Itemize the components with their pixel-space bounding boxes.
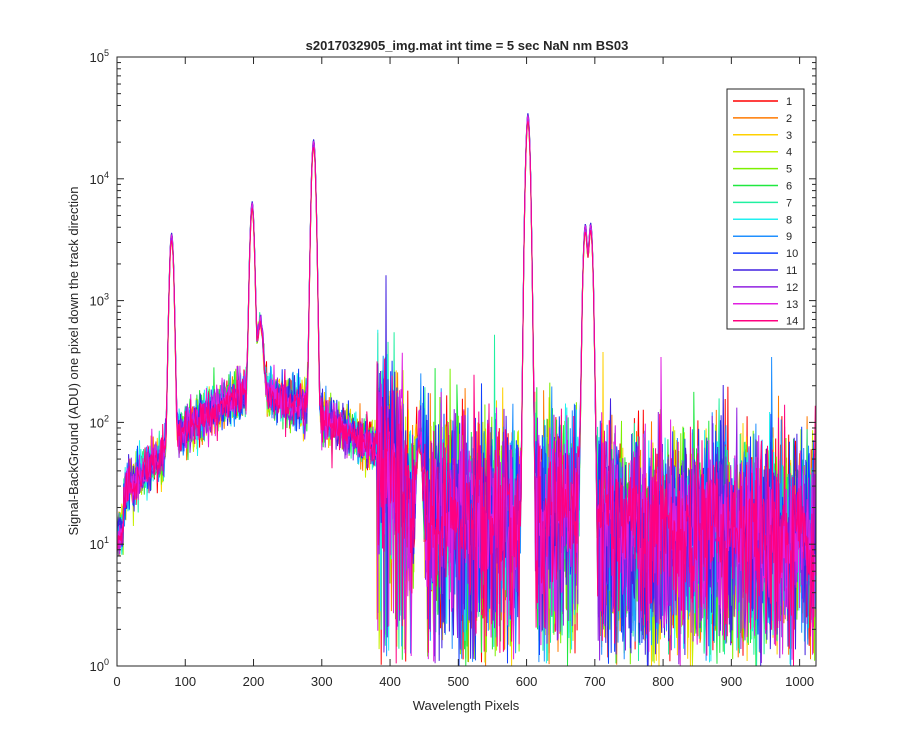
legend-label: 1 (786, 96, 792, 108)
series-line-14 (117, 121, 816, 666)
legend-label: 13 (786, 299, 798, 311)
plot-area (116, 56, 817, 667)
x-tick-label: 800 (652, 674, 674, 689)
legend-label: 10 (786, 248, 798, 260)
x-axis-ticks: 0 100 200 300 400 500 600 700 800 900 1000 (113, 57, 814, 689)
legend-label: 2 (786, 113, 792, 125)
series-group (117, 113, 816, 666)
y-tick-label: 105 (90, 48, 109, 65)
x-tick-label: 200 (243, 674, 265, 689)
x-tick-label: 900 (721, 674, 743, 689)
axes-box (116, 56, 817, 667)
y-tick-label: 100 (90, 657, 109, 674)
legend-label: 6 (786, 181, 792, 193)
legend-label: 8 (786, 214, 792, 226)
y-tick-label: 104 (90, 170, 109, 187)
legend-label: 3 (786, 130, 792, 142)
x-tick-label: 600 (516, 674, 538, 689)
legend-label: 4 (786, 147, 792, 159)
legend-box (726, 88, 805, 330)
legend-label: 9 (786, 231, 792, 243)
y-axis-label: Signal-BackGround (ADU) one pixel down t… (66, 186, 81, 535)
legend-label: 14 (786, 316, 798, 328)
x-tick-label: 500 (447, 674, 469, 689)
x-tick-label: 100 (174, 674, 196, 689)
x-tick-label: 1000 (785, 674, 814, 689)
x-axis-label: Wavelength Pixels (413, 698, 520, 713)
x-tick-label: 0 (113, 674, 120, 689)
x-tick-label: 300 (311, 674, 333, 689)
chart-title: s2017032905_img.mat int time = 5 sec NaN… (306, 38, 629, 53)
y-tick-label: 101 (90, 535, 109, 552)
legend-label: 12 (786, 282, 798, 294)
x-tick-label: 700 (584, 674, 606, 689)
y-tick-label: 103 (90, 292, 109, 309)
y-tick-label: 102 (90, 413, 109, 430)
x-tick-label: 400 (379, 674, 401, 689)
legend-label: 7 (786, 197, 792, 209)
legend-label: 5 (786, 164, 792, 176)
legend-label: 11 (786, 265, 797, 277)
